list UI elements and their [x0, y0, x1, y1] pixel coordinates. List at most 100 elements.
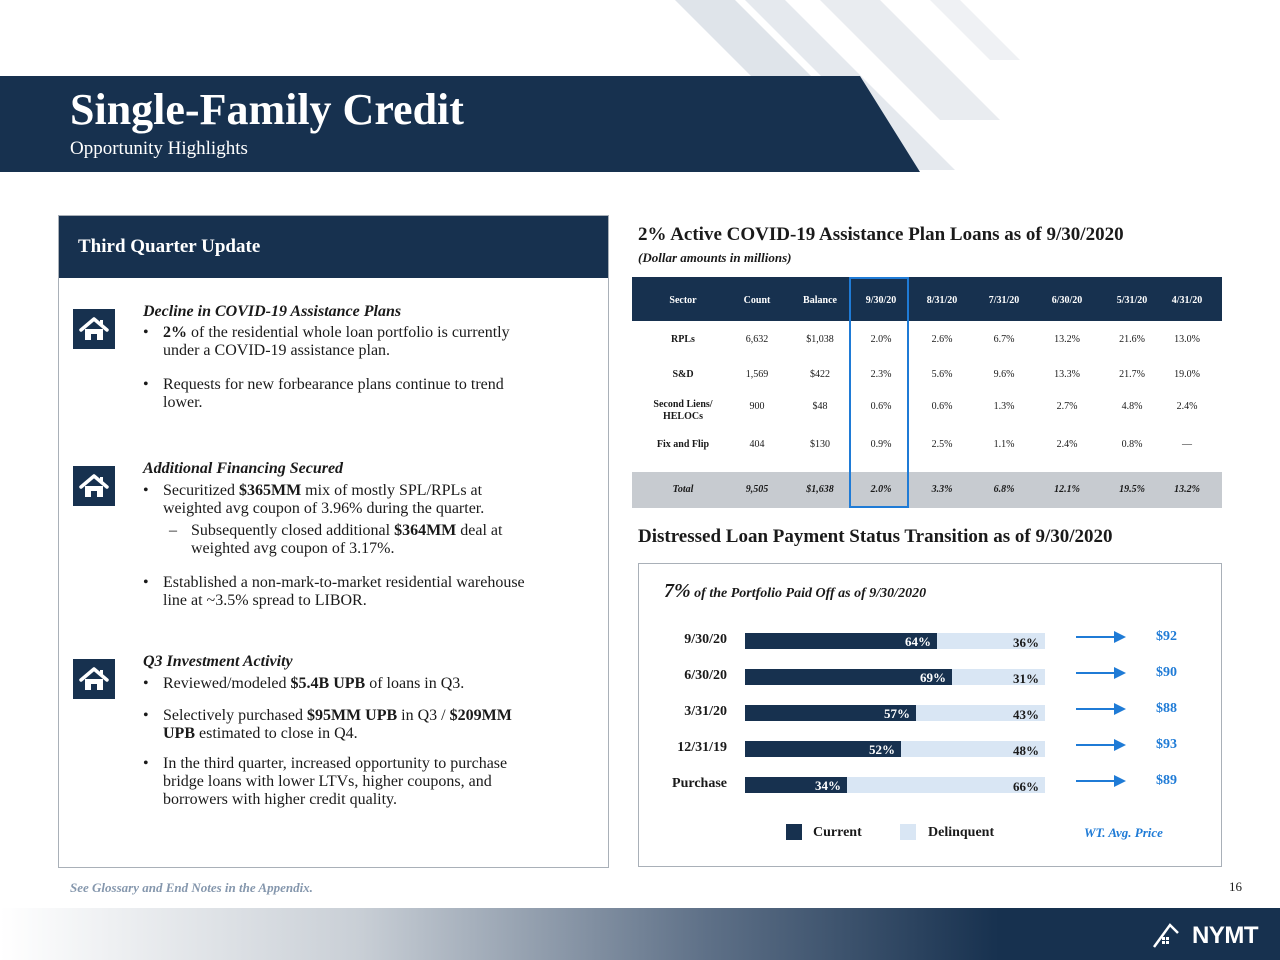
table-cell: 6,632 [745, 334, 769, 345]
bullet-text: under a COVID-19 assistance plan. [163, 342, 391, 359]
bullet-text: weighted avg coupon of 3.17%. [191, 540, 395, 557]
highlight-value: $364MM [394, 522, 457, 539]
highlight-value: $209MM [449, 707, 512, 724]
table-header-cell: 7/31/20 [988, 295, 1020, 306]
bullet-purchased: • Selectively purchased $95MM UPB in Q3 … [143, 707, 569, 743]
table-cell: 19.0% [1174, 369, 1200, 380]
table-total-cell: 3.3% [931, 484, 953, 495]
delinquent-percent-label: 31% [1013, 671, 1039, 686]
table-header-row [632, 277, 1222, 321]
sub-bullet-additional-deal: – Subsequently closed additional $364MM … [169, 522, 569, 558]
current-month-highlight [849, 277, 909, 508]
table-sector-cell: S&D [672, 369, 694, 380]
table-header-cell: Balance [803, 295, 837, 306]
table-cell: 0.9% [870, 439, 892, 450]
bullet-forbearance: • Requests for new forbearance plans con… [143, 376, 569, 412]
highlight-value: 2% [163, 324, 187, 341]
bullet-text: line at ~3.5% spread to LIBOR. [163, 592, 367, 609]
current-bar [745, 669, 952, 685]
bullet-marker: • [143, 755, 149, 772]
category-label: Purchase [672, 776, 727, 791]
logo-text: NYMT [1192, 922, 1259, 949]
delinquent-bar [937, 633, 1045, 649]
header-band [0, 76, 920, 172]
wt-avg-price: $89 [1156, 773, 1177, 788]
current-bar [745, 777, 847, 793]
bullet-marker: • [143, 707, 149, 724]
table-cell: 21.7% [1119, 369, 1145, 380]
bullet-text: Subsequently closed additional [191, 522, 395, 539]
table-cell: 900 [749, 401, 765, 412]
bullet-text: Selectively purchased [163, 707, 307, 724]
table-cell: 2.4% [1056, 439, 1078, 450]
table-total-cell: 2.0% [870, 484, 892, 495]
bullet-marker: • [143, 324, 149, 341]
bullet-text: estimated to close in Q4. [195, 725, 358, 742]
table-total-row [632, 472, 1222, 508]
bullet-text: in Q3 / [397, 707, 450, 724]
bullet-warehouse-line: • Established a non-mark-to-market resid… [143, 574, 583, 610]
delinquent-percent-label: 36% [1013, 635, 1039, 650]
bullet-text: Requests for new forbearance plans conti… [163, 376, 504, 393]
bullet-text: of the residential whole loan portfolio … [187, 324, 510, 341]
table-header-cell: 5/31/20 [1116, 295, 1148, 306]
payoff-percent: 7% [664, 580, 691, 602]
table-total-cell: 19.5% [1119, 484, 1145, 495]
delinquent-percent-label: 48% [1013, 743, 1039, 758]
table-total-cell: 6.8% [993, 484, 1015, 495]
table-total-cell: 12.1% [1054, 484, 1080, 495]
table-total-cell: Total [672, 484, 694, 495]
section-title-investment: Q3 Investment Activity [143, 653, 293, 670]
chart-note: 7% of the Portfolio Paid Off as of 9/30/… [664, 580, 926, 603]
highlight-value: UPB [163, 725, 195, 742]
table-header-cell: Sector [669, 295, 697, 306]
table-total-cell: 9,505 [745, 484, 769, 495]
wt-avg-price: $92 [1156, 629, 1177, 644]
table-cell: 2.5% [931, 439, 953, 450]
current-percent-label: 52% [869, 742, 895, 757]
table-header-cell: 9/30/20 [865, 295, 897, 306]
table-subtitle: (Dollar amounts in millions) [638, 250, 792, 265]
highlight-value: $5.4B UPB [290, 675, 366, 692]
bullet-covid-plan-share: • 2% of the residential whole loan portf… [143, 324, 563, 360]
table-header-cell: 8/31/20 [926, 295, 958, 306]
table-cell: 2.4% [1176, 401, 1198, 412]
page-subtitle: Opportunity Highlights [70, 138, 248, 159]
table-cell: 21.6% [1119, 334, 1145, 345]
table-cell: 2.6% [931, 334, 953, 345]
footer-band [0, 908, 1280, 960]
delinquent-bar [901, 741, 1045, 757]
table-cell: 404 [749, 439, 765, 450]
table-cell: $130 [810, 439, 830, 450]
table-cell: 2.3% [870, 369, 892, 380]
arrow-right-icon [1076, 667, 1126, 679]
table-cell: $1,038 [806, 334, 834, 345]
home-icon [73, 309, 115, 349]
arrow-right-icon [1076, 703, 1126, 715]
bullet-securitized: • Securitized $365MM mix of mostly SPL/R… [143, 482, 563, 518]
table-cell: 13.2% [1054, 334, 1080, 345]
delinquent-percent-label: 43% [1013, 707, 1039, 722]
bullet-marker: • [143, 376, 149, 393]
delinquent-percent-label: 66% [1013, 779, 1039, 794]
home-icon [73, 659, 115, 699]
highlight-value: $95MM UPB [306, 707, 398, 724]
delinquent-bar [847, 777, 1045, 793]
table-cell: 0.8% [1121, 439, 1143, 450]
section-title-covid-plans: Decline in COVID-19 Assistance Plans [143, 303, 402, 320]
table-cell: 2.0% [870, 334, 892, 345]
category-label: 12/31/19 [677, 740, 727, 755]
table-sector-cell: Second Liens/HELOCs [653, 399, 713, 422]
table-header-cell: Count [743, 295, 771, 306]
bullet-text: weighted avg coupon of 3.96% during the … [163, 500, 485, 517]
delinquent-bar [916, 705, 1045, 721]
current-bar [745, 633, 937, 649]
table-cell: 2.7% [1056, 401, 1078, 412]
bullet-marker: • [143, 675, 149, 692]
current-bar [745, 705, 916, 721]
panel-header: Third Quarter Update [59, 216, 608, 278]
bullet-text: borrowers with higher credit quality. [163, 791, 398, 808]
current-percent-label: 57% [884, 706, 910, 721]
bullet-text: bridge loans with lower LTVs, higher cou… [163, 773, 492, 790]
table-cell: $422 [810, 369, 830, 380]
